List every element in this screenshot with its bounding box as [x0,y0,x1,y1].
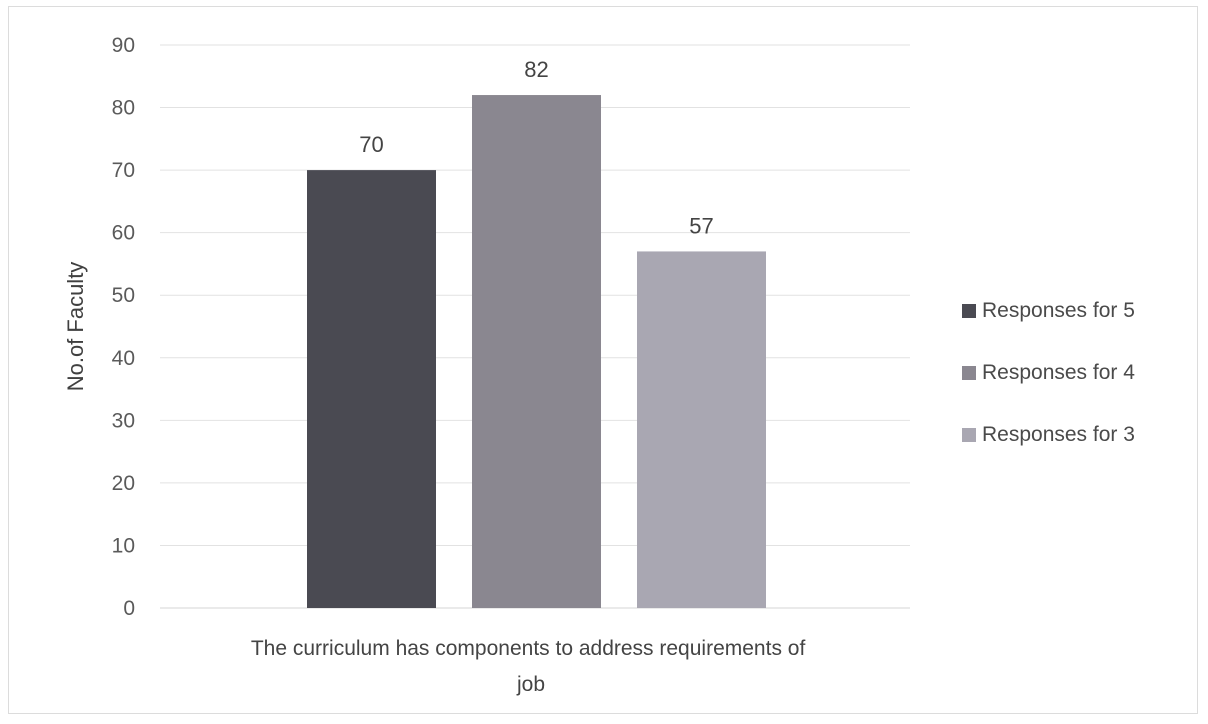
y-tick-label: 70 [112,159,135,182]
legend-item-responses-5: Responses for 5 [962,296,1135,326]
legend-label: Responses for 4 [982,361,1135,384]
legend-item-responses-3: Responses for 3 [962,420,1135,450]
y-tick-label: 0 [123,597,135,620]
data-label: 57 [689,213,713,238]
x-category-label-line-1: The curriculum has components to address… [251,637,806,660]
y-tick-label: 80 [112,97,135,120]
legend-swatch [962,366,976,380]
data-label: 82 [524,57,548,82]
y-tick-label: 10 [112,534,135,557]
y-tick-label: 20 [112,472,135,495]
y-tick-label: 90 [112,34,135,57]
legend-label: Responses for 3 [982,423,1135,446]
y-axis-title: No.of Faculty [63,262,88,392]
y-tick-label: 50 [112,284,135,307]
legend: Responses for 5 Responses for 4 Response… [962,296,1135,482]
y-tick-label: 40 [112,347,135,370]
data-labels: 70 82 57 [359,57,713,238]
data-label: 70 [359,132,383,157]
legend-item-responses-4: Responses for 4 [962,358,1135,388]
chart-frame [8,6,1198,714]
legend-swatch [962,304,976,318]
bars [307,95,766,609]
legend-label: Responses for 5 [982,299,1135,322]
bar-responses-for-3 [637,251,766,608]
bar-responses-for-5 [307,170,436,608]
y-tick-label: 30 [112,409,135,432]
y-tick-label: 60 [112,222,135,245]
x-category-label-line-2: job [516,673,545,696]
legend-swatch [962,428,976,442]
y-axis-ticks: 0 10 20 30 40 50 60 70 80 90 [112,34,135,620]
x-category-label: The curriculum has components to address… [251,637,811,696]
bar-responses-for-4 [472,95,601,609]
